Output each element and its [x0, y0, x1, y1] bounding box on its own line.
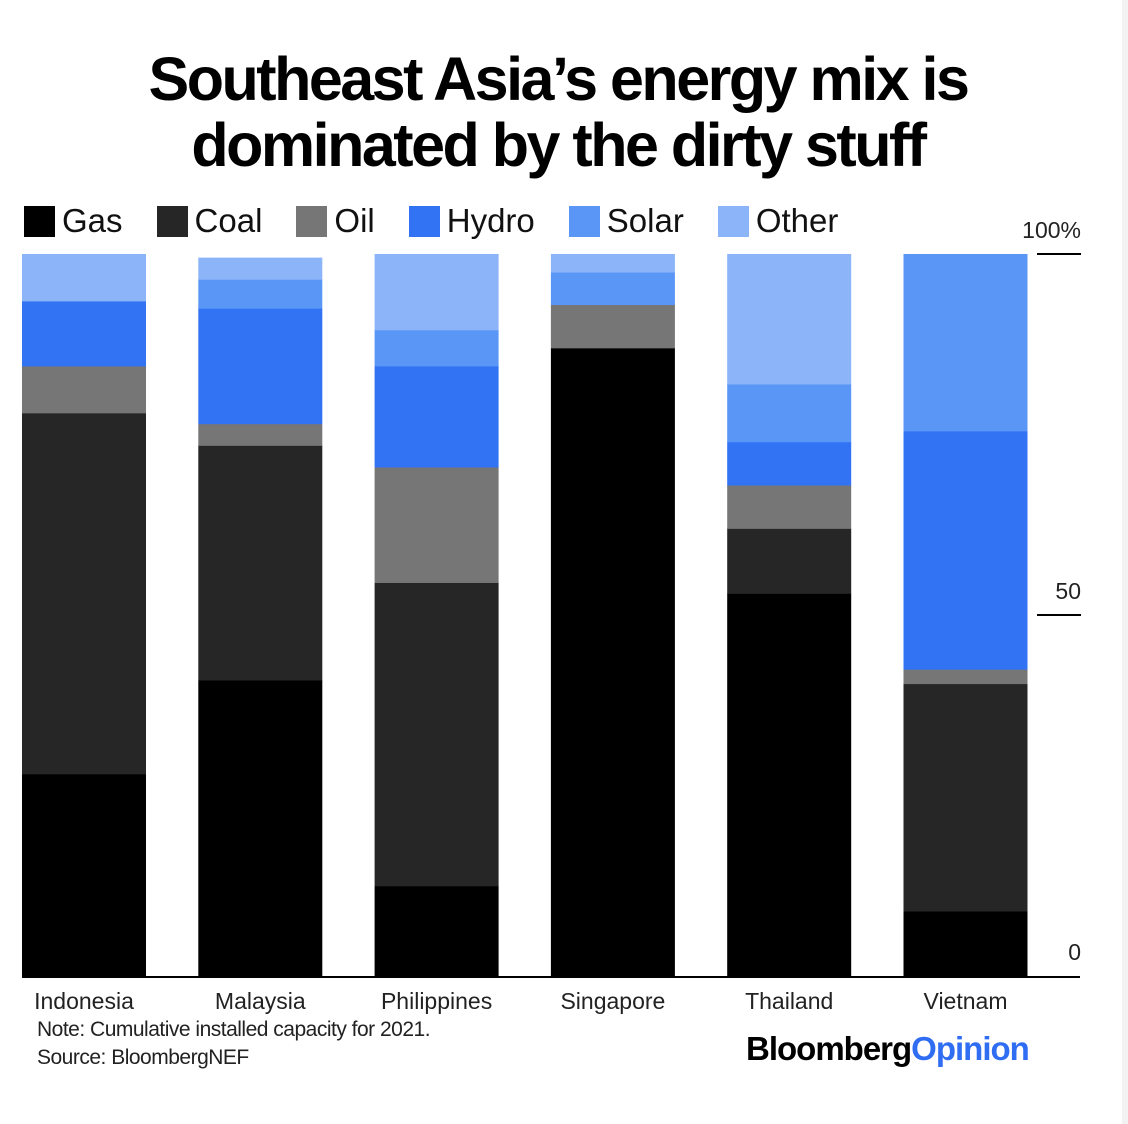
bar-segment-philippines-gas	[374, 885, 499, 977]
legend-label-solar: Solar	[606, 202, 684, 239]
legend-swatch-coal	[156, 205, 188, 237]
bar-segment-malaysia-solar	[198, 279, 323, 309]
chart-title: Southeast Asia’s energy mix is dominated…	[0, 46, 1116, 178]
bloomberg-opinion-logo: BloombergOpinion	[746, 1030, 1030, 1068]
footnote: Note: Cumulative installed capacity for …	[37, 1016, 431, 1072]
legend-label-gas: Gas	[62, 202, 123, 239]
bar-segment-indonesia-gas	[22, 773, 146, 977]
legend-swatch-oil	[296, 205, 328, 237]
bar-segment-vietnam-solar	[903, 254, 1028, 432]
right-edge-strip	[1122, 0, 1128, 1124]
bar-segment-vietnam-coal	[903, 683, 1028, 912]
bar-segment-singapore-solar	[550, 272, 675, 306]
y-tick-label-0: 0	[1068, 939, 1081, 965]
bar-segment-singapore-gas	[550, 347, 675, 977]
legend-label-coal: Coal	[194, 202, 263, 239]
y-tick-label-100: 100%	[1022, 217, 1081, 243]
bar-segment-philippines-oil	[374, 466, 499, 584]
chart-title-line-1: Southeast Asia’s energy mix is	[148, 45, 970, 113]
bar-segment-indonesia-other	[22, 254, 146, 302]
bar-segment-thailand-hydro	[727, 441, 852, 486]
x-tick-label-vietnam: Vietnam	[924, 988, 1008, 1014]
x-tick-label-philippines: Philippines	[381, 988, 492, 1014]
bar-segment-thailand-other	[727, 254, 852, 385]
chart-title-line-2: dominated by the dirty stuff	[191, 111, 927, 179]
bar-segment-thailand-oil	[727, 485, 852, 529]
legend-item-hydro: Hydro	[408, 202, 535, 239]
bar-segment-thailand-gas	[727, 593, 852, 977]
legend-swatch-gas	[24, 205, 55, 237]
bar-segment-malaysia-gas	[198, 679, 323, 977]
legend-item-solar: Solar	[568, 202, 684, 239]
bar-segment-malaysia-coal	[198, 445, 323, 681]
bar-segment-malaysia-other	[198, 257, 323, 280]
bar-segment-singapore-other	[550, 254, 675, 273]
legend-item-other: Other	[717, 202, 839, 239]
brand-part-2: Opinion	[911, 1030, 1030, 1067]
source-text: Source: BloombergNEF	[37, 1046, 249, 1069]
bar-segment-thailand-coal	[727, 528, 852, 594]
bar-segment-philippines-solar	[374, 329, 499, 367]
bar-segment-vietnam-gas	[903, 911, 1028, 977]
bar-segment-indonesia-oil	[22, 365, 146, 414]
legend-label-hydro: Hydro	[446, 202, 535, 239]
bar-segment-thailand-solar	[727, 383, 852, 443]
bar-segment-singapore-oil	[550, 304, 675, 349]
bar-segment-malaysia-oil	[198, 423, 323, 446]
bar-segment-indonesia-coal	[22, 412, 146, 775]
legend-swatch-solar	[568, 205, 600, 237]
x-tick-label-indonesia: Indonesia	[34, 988, 134, 1014]
y-tick-label-50: 50	[1055, 578, 1081, 604]
x-tick-label-singapore: Singapore	[560, 988, 665, 1014]
bar-segment-philippines-other	[374, 254, 499, 331]
bar-segment-vietnam-hydro	[903, 430, 1028, 670]
bar-segment-vietnam-oil	[903, 669, 1028, 685]
bar-segment-philippines-hydro	[374, 365, 499, 468]
legend-item-coal: Coal	[156, 202, 263, 239]
legend-label-other: Other	[755, 202, 839, 239]
legend-item-gas: Gas	[24, 203, 123, 239]
bar-segment-philippines-coal	[374, 582, 499, 887]
x-tick-label-malaysia: Malaysia	[215, 988, 306, 1014]
note-text: Note: Cumulative installed capacity for …	[37, 1018, 431, 1041]
x-tick-label-thailand: Thailand	[745, 988, 833, 1014]
bar-segment-malaysia-hydro	[198, 308, 323, 425]
bar-segment-indonesia-hydro	[22, 300, 146, 367]
legend: Gas Coal Oil Hydro Solar Other	[24, 203, 872, 239]
legend-swatch-other	[717, 205, 749, 237]
legend-item-oil: Oil	[296, 202, 375, 239]
brand-part-1: Bloomberg	[746, 1030, 912, 1067]
legend-label-oil: Oil	[334, 202, 375, 239]
legend-swatch-hydro	[408, 205, 440, 237]
